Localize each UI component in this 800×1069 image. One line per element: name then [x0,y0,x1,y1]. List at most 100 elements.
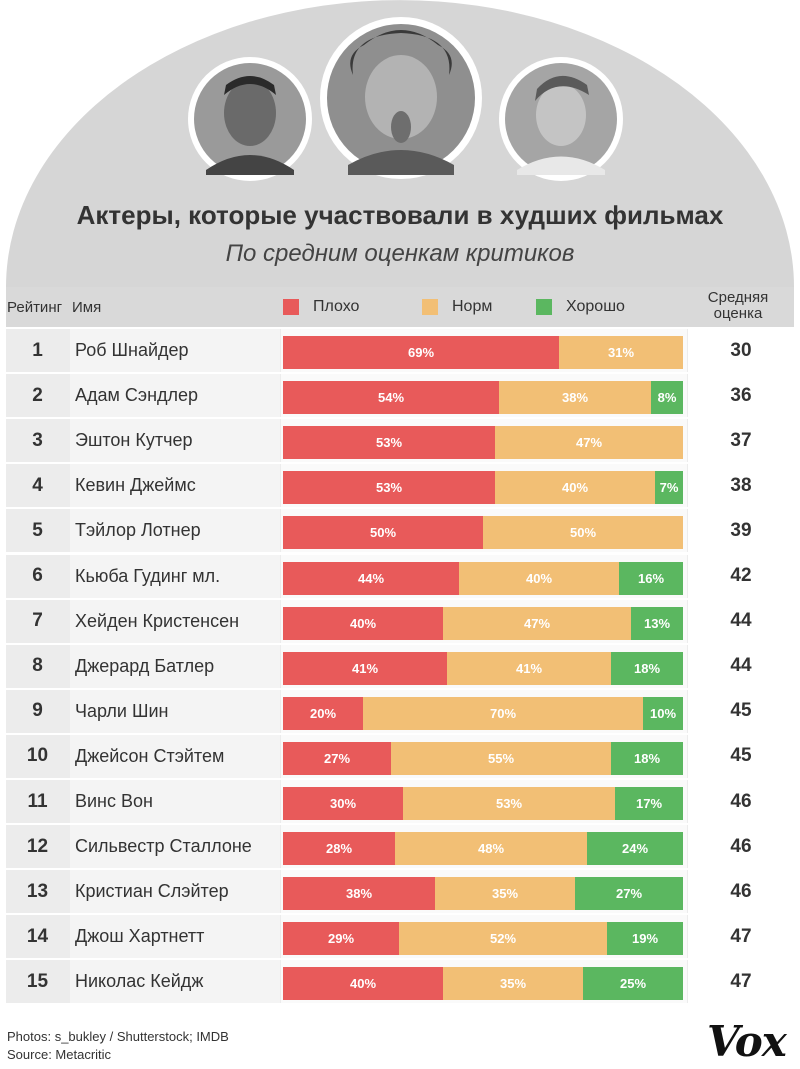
name-cell: Кристиан Слэйтер [70,870,280,914]
name-cell: Хейден Кристенсен [70,599,280,643]
rank-cell: 2 [6,374,69,418]
rank-cell: 6 [6,554,69,598]
bar-segment-bad: 53% [283,426,495,460]
bar-segment-bad: 50% [283,516,483,550]
table-row: 7 Хейден Кристенсен 40% 47% 13% 44 [6,599,794,643]
rank-cell: 14 [6,915,69,959]
bar-segment-bad: 69% [283,336,559,369]
portrait-center [320,17,482,179]
name-cell: Адам Сэндлер [70,374,280,418]
table-row: 8 Джерард Батлер 41% 41% 18% 44 [6,644,794,688]
portrait-left [188,57,312,181]
table-row: 4 Кевин Джеймс 53% 40% 7% 38 [6,464,794,508]
legend-label-good: Хорошо [566,298,625,315]
stacked-bar: 20% 70% 10% [281,689,687,733]
legend-item-bad: Плохо [283,298,359,316]
stacked-bar: 29% 52% 19% [281,915,687,959]
rank-cell: 7 [6,599,69,643]
name-cell: Сильвестр Сталлоне [70,825,280,869]
stacked-bar: 53% 40% 7% [281,464,687,508]
bar-segment-ok: 41% [447,651,611,685]
stacked-bar: 53% 47% [281,419,687,463]
avg-score-cell: 37 [688,419,794,463]
table-row: 5 Тэйлор Лотнер 50% 50% 39 [6,509,794,553]
bar-segment-ok: 70% [363,696,643,730]
bar-segment-ok: 50% [483,516,683,550]
bar-segment-bad: 41% [283,651,447,685]
legend-item-ok: Норм [422,298,492,316]
rank-cell: 9 [6,689,69,733]
name-cell: Тэйлор Лотнер [70,509,280,553]
stacked-bar: 69% 31% [281,329,687,372]
table-row: 13 Кристиан Слэйтер 38% 35% 27% 46 [6,870,794,914]
avg-score-cell: 46 [688,780,794,823]
legend-item-good: Хорошо [536,298,625,316]
rank-cell: 4 [6,464,69,508]
stacked-bar: 28% 48% 24% [281,825,687,869]
bar-segment-bad: 29% [283,922,399,956]
name-cell: Кевин Джеймс [70,464,280,508]
bar-segment-good: 7% [655,471,683,505]
legend-swatch-ok [422,299,438,315]
avg-score-cell: 45 [688,689,794,733]
bar-segment-bad: 28% [283,832,395,866]
avg-score-cell: 47 [688,915,794,959]
name-cell: Кьюба Гудинг мл. [70,554,280,598]
rank-cell: 11 [6,780,69,823]
avg-header-line1: Средняя [707,289,769,306]
bar-segment-good: 8% [651,381,683,415]
bar-segment-good: 17% [615,787,683,820]
bar-segment-ok: 35% [435,877,575,911]
stacked-bar: 38% 35% 27% [281,870,687,914]
avg-score-cell: 45 [688,734,794,778]
bar-segment-bad: 40% [283,967,443,1001]
bar-segment-ok: 31% [559,336,683,369]
bar-segment-ok: 48% [395,832,587,866]
bar-segment-bad: 27% [283,741,391,775]
bar-segment-bad: 30% [283,787,403,820]
name-cell: Джерард Батлер [70,644,280,688]
table-row: 10 Джейсон Стэйтем 27% 55% 18% 45 [6,734,794,778]
stacked-bar: 50% 50% [281,509,687,553]
bar-segment-ok: 40% [459,561,619,595]
bar-segment-ok: 47% [443,606,631,640]
name-cell: Чарли Шин [70,689,280,733]
rank-cell: 15 [6,960,69,1004]
avg-score-cell: 44 [688,599,794,643]
table-row: 1 Роб Шнайдер 69% 31% 30 [6,329,794,372]
bar-segment-good: 18% [611,651,683,685]
name-cell: Николас Кейдж [70,960,280,1004]
source-note: Source: Metacritic [7,1047,112,1062]
legend-swatch-good [536,299,552,315]
table-row: 2 Адам Сэндлер 54% 38% 8% 36 [6,374,794,418]
bar-segment-ok: 40% [495,471,655,505]
stacked-bar: 40% 47% 13% [281,599,687,643]
stacked-bar: 54% 38% 8% [281,374,687,418]
table-row: 14 Джош Хартнетт 29% 52% 19% 47 [6,915,794,959]
avg-score-cell: 38 [688,464,794,508]
table-row: 11 Винс Вон 30% 53% 17% 46 [6,780,794,823]
bar-segment-bad: 44% [283,561,459,595]
stacked-bar: 27% 55% 18% [281,734,687,778]
table-row: 6 Кьюба Гудинг мл. 44% 40% 16% 42 [6,554,794,598]
table-header: Рейтинг Имя Плохо Норм Хорошо Средняя оц… [6,287,794,327]
rank-cell: 8 [6,644,69,688]
vox-logo: Vox [707,1017,787,1066]
avg-score-cell: 30 [688,329,794,372]
rank-cell: 1 [6,329,69,372]
table-row: 12 Сильвестр Сталлоне 28% 48% 24% 46 [6,825,794,869]
bar-segment-ok: 52% [399,922,607,956]
bar-segment-good: 24% [587,832,683,866]
name-cell: Винс Вон [70,780,280,823]
rank-cell: 3 [6,419,69,463]
name-cell: Эштон Кутчер [70,419,280,463]
avg-score-cell: 42 [688,554,794,598]
bar-segment-good: 13% [631,606,683,640]
avg-column-header: Средняя оценка [686,290,790,322]
rank-cell: 5 [6,509,69,553]
bar-segment-good: 10% [643,696,683,730]
avg-score-cell: 39 [688,509,794,553]
avg-score-cell: 47 [688,960,794,1004]
table-row: 15 Николас Кейдж 40% 35% 25% 47 [6,960,794,1004]
bar-segment-ok: 55% [391,741,611,775]
